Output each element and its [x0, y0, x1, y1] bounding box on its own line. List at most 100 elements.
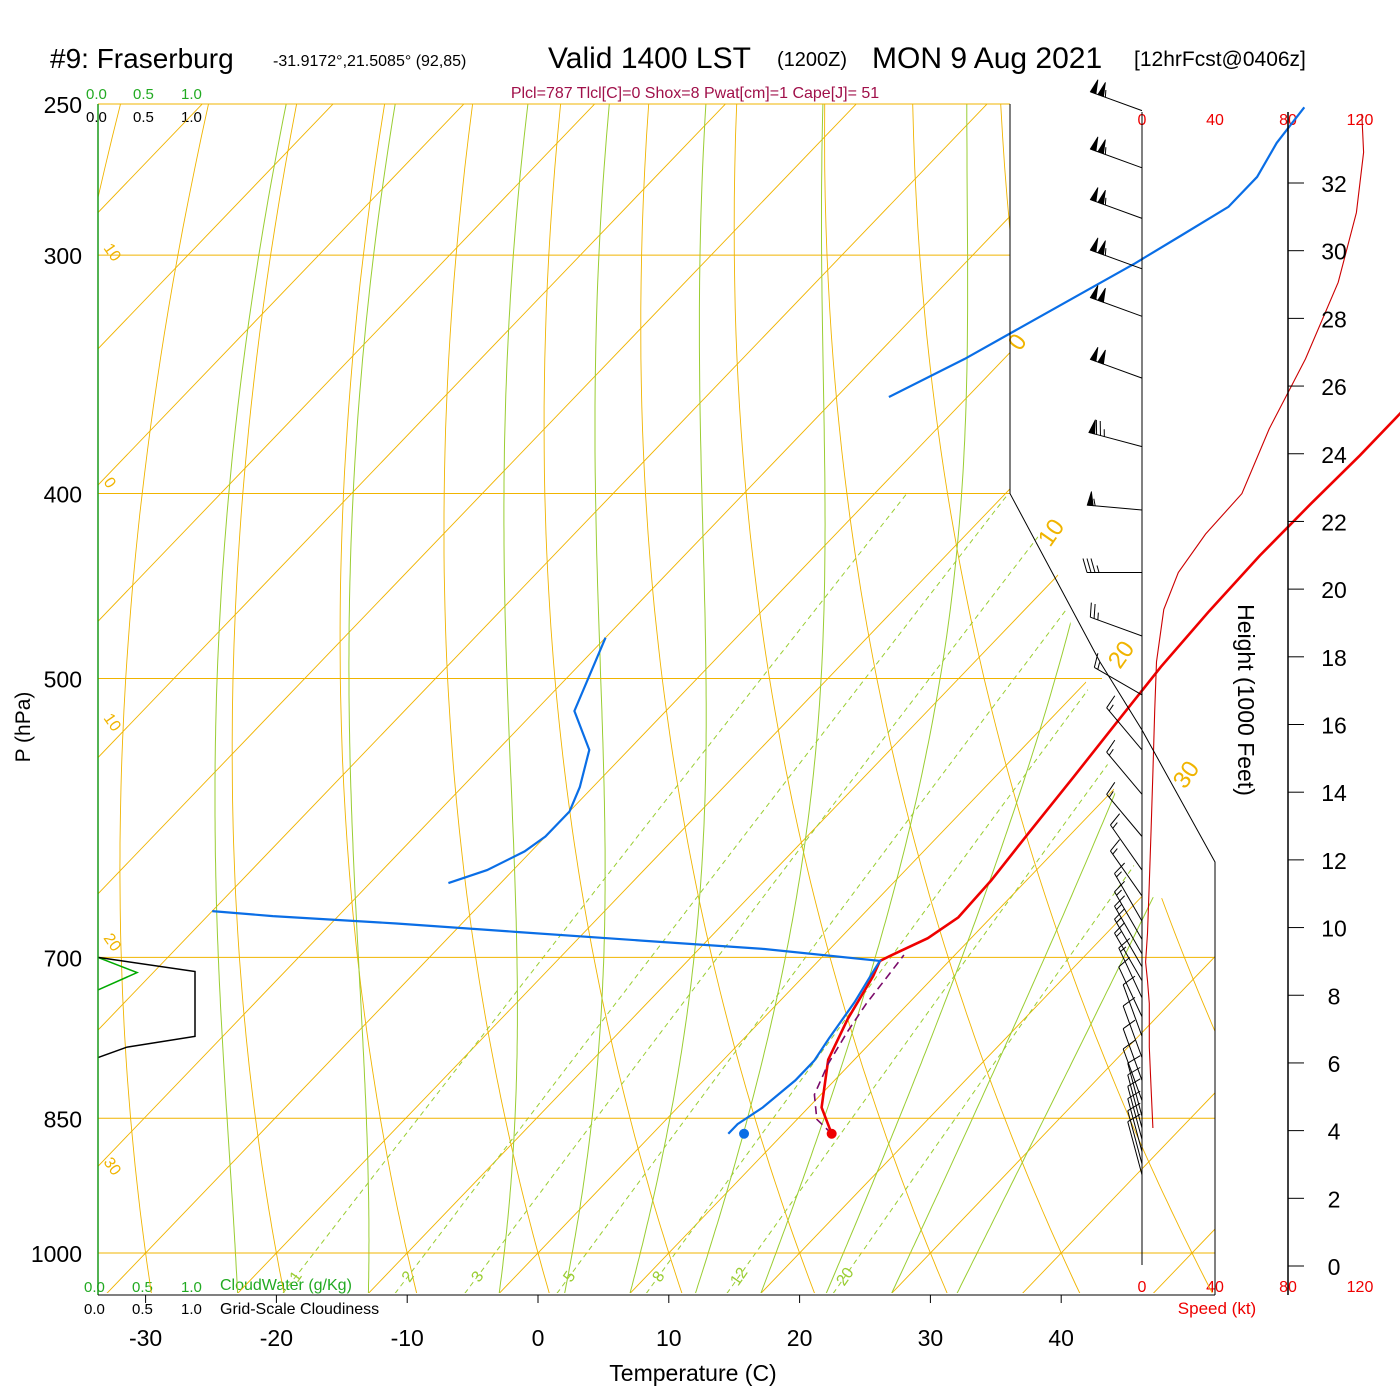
- wind-barb-half: [1116, 871, 1122, 878]
- mixing-ratio-line: [282, 493, 908, 1293]
- wind-barb: [1114, 880, 1143, 940]
- wind-barb-staff: [1127, 1074, 1143, 1129]
- wind-barb: [1122, 996, 1143, 1058]
- wind-barb: [1114, 922, 1143, 981]
- cloud-tick: 1.0: [181, 1301, 202, 1318]
- isotherm-line: [98, 104, 612, 1293]
- wind-barb-full: [1093, 603, 1096, 619]
- pressure-tick-label: 400: [44, 482, 82, 508]
- moist-adiabat-line: [564, 104, 610, 1293]
- cloud-tick: 0.0: [86, 109, 107, 126]
- wind-barb-full: [1114, 880, 1125, 893]
- cloud-tick: 1.0: [181, 109, 202, 126]
- wind-barb-half: [1093, 498, 1096, 506]
- wind-barb-half: [1120, 946, 1127, 952]
- wind-barb-half: [1116, 904, 1122, 910]
- height-tick-label: 32: [1321, 171, 1347, 197]
- moist-adiabat-line: [629, 104, 707, 1293]
- x-tick-label: -20: [260, 1325, 293, 1351]
- wind-barb-staff: [1106, 794, 1143, 837]
- wind-barb-full: [1086, 558, 1092, 573]
- wind-barb-staff: [1114, 918, 1143, 968]
- isotherm-label: 0: [100, 475, 119, 492]
- x-tick-label: 30: [918, 1325, 944, 1351]
- pressure-tick-label: 700: [44, 945, 82, 971]
- height-tick-label: 24: [1321, 442, 1347, 468]
- wind-barb-full: [1118, 938, 1131, 949]
- isotherm-label: 20: [1103, 636, 1140, 673]
- wind-barb-half: [1096, 565, 1100, 573]
- wind-barb-flag: [1097, 82, 1106, 98]
- cloudwater-profile: [97, 956, 140, 991]
- speed-axis-label: Speed (kt): [1178, 1299, 1256, 1318]
- height-tick-label: 22: [1321, 509, 1347, 535]
- wind-barb-staff: [1127, 1086, 1143, 1140]
- isotherm-line: [891, 104, 1215, 1293]
- wind-barb-staff: [1114, 873, 1143, 922]
- isotherm-line: [1022, 104, 1215, 1293]
- surface-dewpoint-marker: [739, 1128, 750, 1139]
- wind-barb-full: [1127, 1078, 1141, 1087]
- cloud-tick: 0.0: [86, 86, 107, 103]
- isotherm-line: [98, 104, 1004, 1293]
- cloudiness-label: Grid-Scale Cloudiness: [220, 1301, 379, 1318]
- wind-barb-half: [1112, 822, 1118, 829]
- moist-adiabat-line: [498, 104, 529, 1293]
- dewpoint-mid-line: [448, 637, 607, 885]
- data-layer: [97, 79, 1400, 1175]
- height-tick-label: 30: [1321, 239, 1347, 265]
- wind-barb-staff: [1094, 666, 1143, 696]
- wind-barb: [1110, 839, 1143, 897]
- dry-adiabat-line: [640, 104, 816, 1293]
- height-tick-label: 16: [1321, 713, 1347, 739]
- stability-indices: Plcl=787 Tlcl[C]=0 Shox=8 Pwat[cm]=1 Cap…: [511, 85, 879, 102]
- mixing-ratio-line: [394, 493, 1009, 1293]
- isotherm-line: [98, 104, 219, 1293]
- wind-barb-half: [1116, 930, 1122, 937]
- wind-barb: [1122, 1019, 1143, 1081]
- dewpoint-upper-line: [888, 106, 1306, 398]
- wind-barb: [1086, 491, 1143, 511]
- moist-adiabat-line: [956, 104, 1215, 1293]
- wind-barb-flag: [1089, 79, 1099, 95]
- dewpoint-line: [212, 910, 882, 1135]
- wind-barb-staff: [1122, 984, 1143, 1037]
- wind-barb-staff: [1127, 1121, 1143, 1175]
- wind-barb: [1127, 1102, 1143, 1164]
- wind-barb-half: [1116, 917, 1122, 923]
- wind-barb-half: [1108, 791, 1114, 798]
- wind-barb-full: [1093, 653, 1099, 668]
- wind-barb: [1110, 813, 1143, 871]
- x-tick-label: 0: [532, 1325, 545, 1351]
- cloud-tick: 0.0: [84, 1301, 105, 1318]
- wind-barb-flag: [1089, 136, 1099, 152]
- wind-barb-staff: [1127, 1063, 1143, 1117]
- mixing-ratio-label: 5: [560, 1268, 579, 1285]
- pressure-tick-label: 500: [44, 667, 82, 693]
- wind-barb-flag: [1097, 139, 1106, 155]
- moist-adiabat-line: [825, 104, 1142, 1293]
- speed-tick: 120: [1347, 1279, 1374, 1296]
- isotherm-line: [629, 104, 1215, 1293]
- wind-barb-full: [1122, 1039, 1136, 1050]
- wind-barb-flag: [1089, 346, 1099, 362]
- wind-barb-full: [1114, 862, 1125, 874]
- wind-barb: [1089, 79, 1143, 112]
- isotherm-line: [98, 104, 742, 1293]
- wind-barb-flag: [1089, 237, 1099, 253]
- wind-barb-full: [1127, 1113, 1141, 1123]
- wind-barb-full: [1110, 839, 1121, 852]
- moist-adiabat-line: [891, 104, 1215, 1293]
- x-tick-label: -10: [391, 1325, 424, 1351]
- mixing-ratio-line: [556, 493, 1155, 1293]
- isotherm-line: [98, 104, 481, 1293]
- wind-barb-half: [1108, 704, 1114, 712]
- wind-barb-full: [1122, 1019, 1136, 1030]
- wind-barb-half: [1104, 89, 1107, 98]
- wind-speed-line: [1145, 113, 1365, 1129]
- wind-barb-full: [1110, 813, 1121, 826]
- cloud-panel-top-green: 0.0 0.5 1.0: [86, 86, 202, 103]
- wind-barb-staff: [1118, 947, 1143, 999]
- station-title: #9: Fraserburg: [50, 43, 234, 74]
- wind-barb-staff: [1088, 431, 1143, 448]
